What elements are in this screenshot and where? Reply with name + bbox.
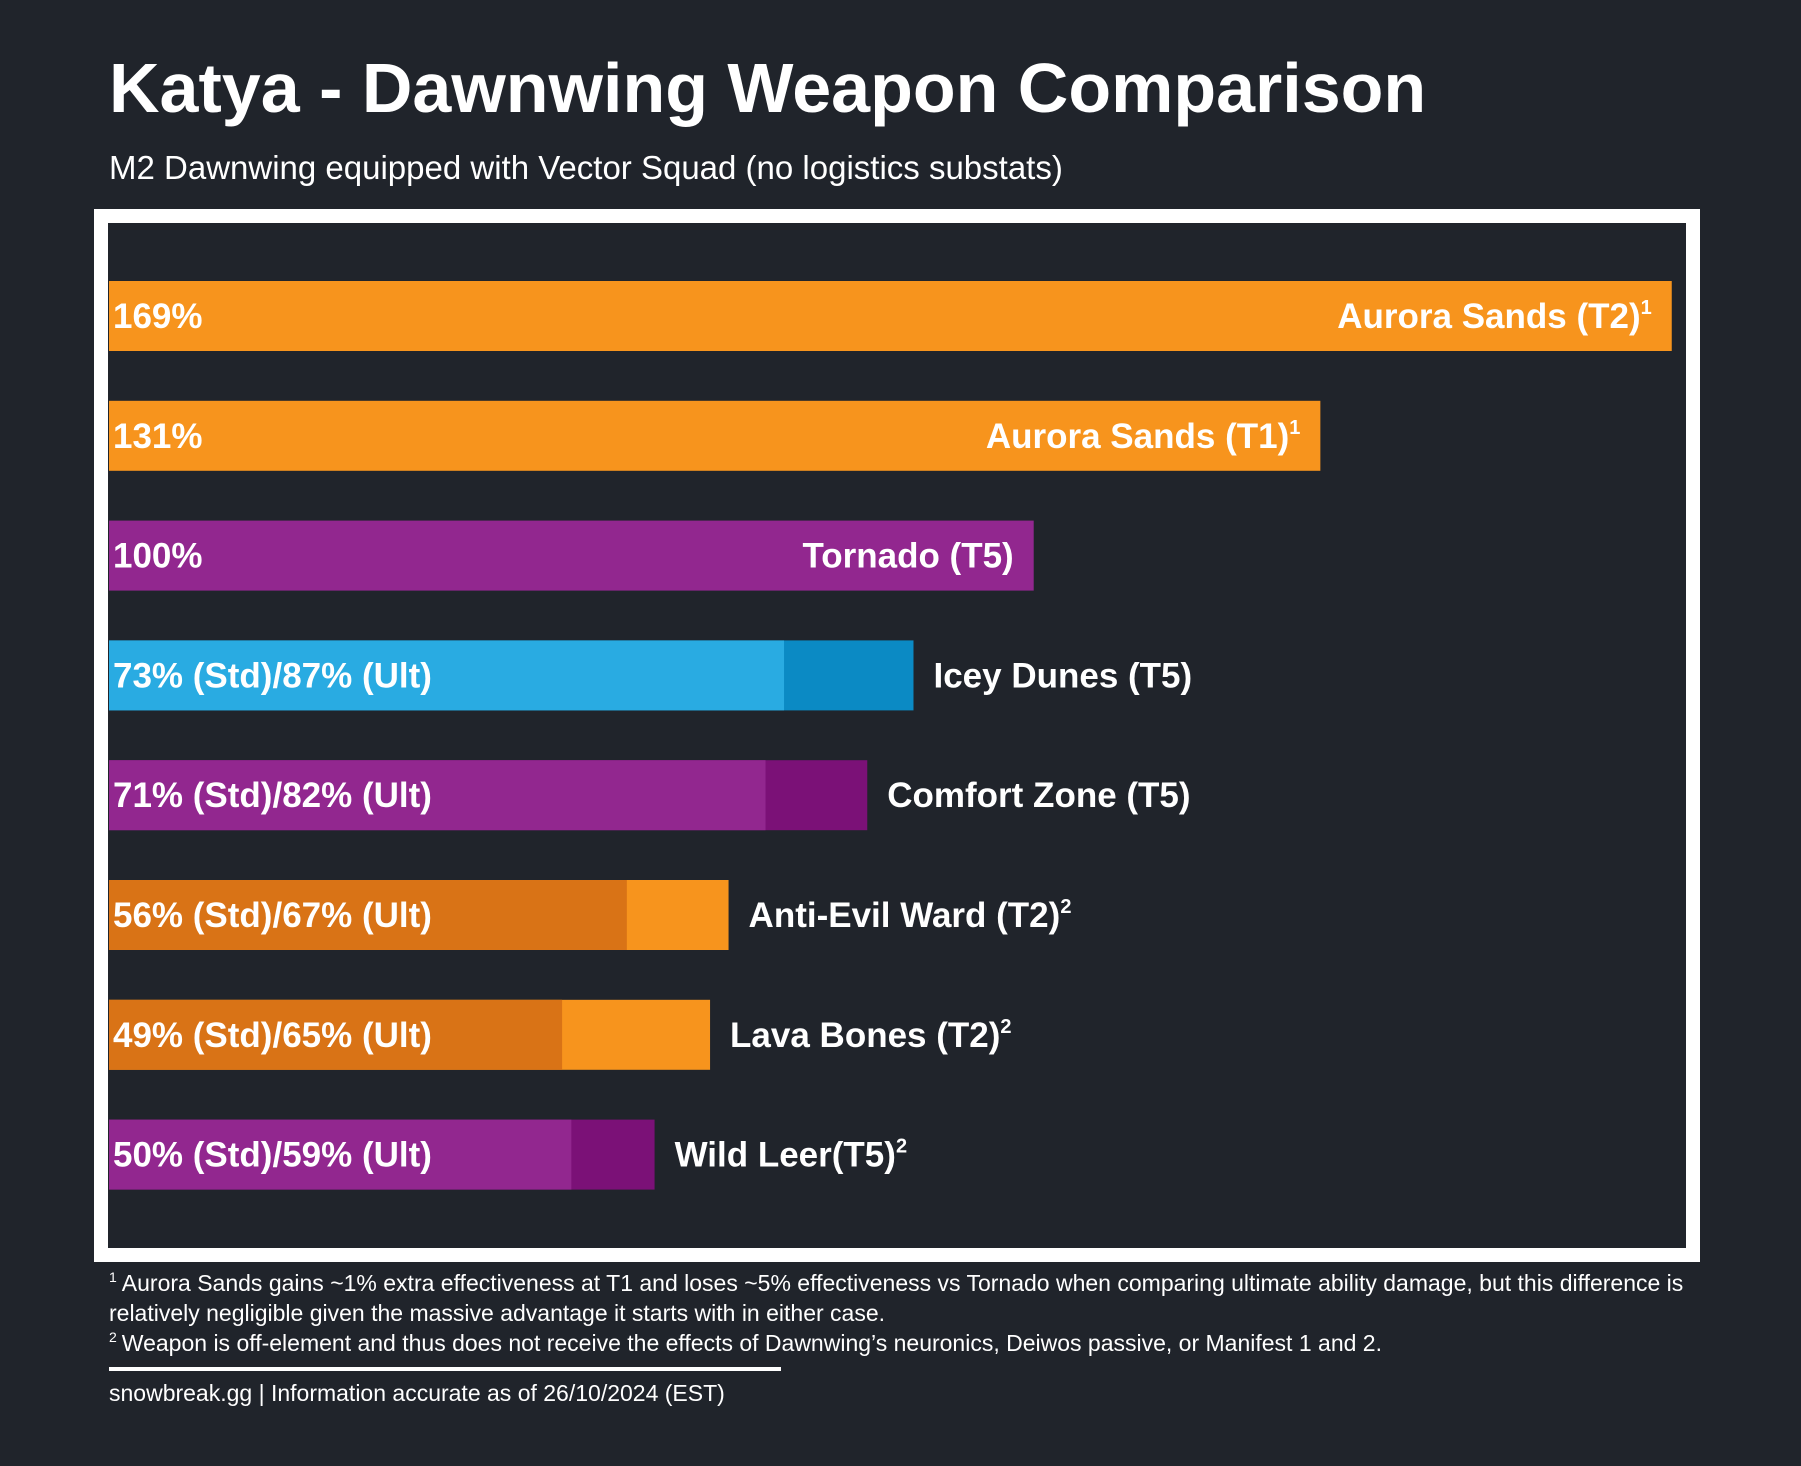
bar-std: [109, 400, 1321, 471]
chart-subtitle: M2 Dawnwing equipped with Vector Squad (…: [109, 149, 1063, 186]
value-label: 169%: [113, 297, 203, 336]
category-label: Anti-Evil Ward (T2)2: [749, 896, 1072, 935]
category-name: Lava Bones (T2): [730, 1016, 1000, 1055]
bar-std: [109, 999, 563, 1070]
category-name: Wild Leer(T5): [675, 1136, 896, 1175]
chart-title: Katya - Dawnwing Weapon Comparison: [109, 49, 1426, 127]
category-label: Icey Dunes (T5): [933, 656, 1192, 695]
footnote-mark: 2: [1060, 896, 1071, 918]
footnote-text: Weapon is off-element and thus does not …: [121, 1330, 1382, 1356]
category-label: Lava Bones (T2)2: [730, 1016, 1011, 1055]
footnote-mark: 1: [1289, 417, 1300, 439]
category-name: Comfort Zone (T5): [887, 776, 1190, 815]
value-label: 131%: [113, 417, 203, 456]
category-label: Tornado (T5): [802, 537, 1013, 576]
category-label: Wild Leer(T5)2: [675, 1136, 908, 1175]
footnote-mark: 1: [109, 1269, 117, 1285]
source: snowbreak.gg | Information accurate as o…: [109, 1380, 725, 1406]
footnote: 2 Weapon is off-element and thus does not…: [109, 1328, 1689, 1358]
value-label: 56% (Std)/67% (Ult): [113, 896, 432, 935]
value-label: 73% (Std)/87% (Ult): [113, 656, 432, 695]
category-name: Aurora Sands (T1): [986, 417, 1289, 456]
plot-frame: [94, 209, 1700, 1262]
value-label: 49% (Std)/65% (Ult): [113, 1016, 432, 1055]
category-name: Tornado (T5): [802, 537, 1013, 576]
bar-std: [109, 1119, 572, 1190]
category-label: Comfort Zone (T5): [887, 776, 1190, 815]
footnotes: 1 Aurora Sands gains ~1% extra effectiven…: [109, 1268, 1689, 1358]
footnote-mark: 2: [109, 1329, 117, 1345]
category-label: Aurora Sands (T2)1: [1337, 297, 1652, 336]
bar-std: [109, 760, 766, 831]
value-label: 100%: [113, 537, 203, 576]
bar-std: [109, 281, 1672, 351]
footnote-mark: 1: [1641, 297, 1652, 319]
bar-std: [109, 640, 785, 711]
footnote-text: Aurora Sands gains ~1% extra effectivene…: [109, 1270, 1684, 1326]
value-label: 50% (Std)/59% (Ult): [113, 1136, 432, 1175]
category-name: Icey Dunes (T5): [933, 656, 1192, 695]
footnote-mark: 2: [1000, 1016, 1011, 1038]
bar-std: [109, 880, 627, 950]
bar-std: [109, 520, 1034, 591]
value-label: 71% (Std)/82% (Ult): [113, 776, 432, 815]
footnote-mark: 2: [896, 1136, 907, 1158]
separator: [109, 1367, 781, 1371]
category-name: Aurora Sands (T2): [1337, 297, 1640, 336]
category-label: Aurora Sands (T1)1: [986, 417, 1301, 456]
footnote: 1 Aurora Sands gains ~1% extra effectiven…: [109, 1268, 1689, 1328]
category-name: Anti-Evil Ward (T2): [749, 896, 1061, 935]
